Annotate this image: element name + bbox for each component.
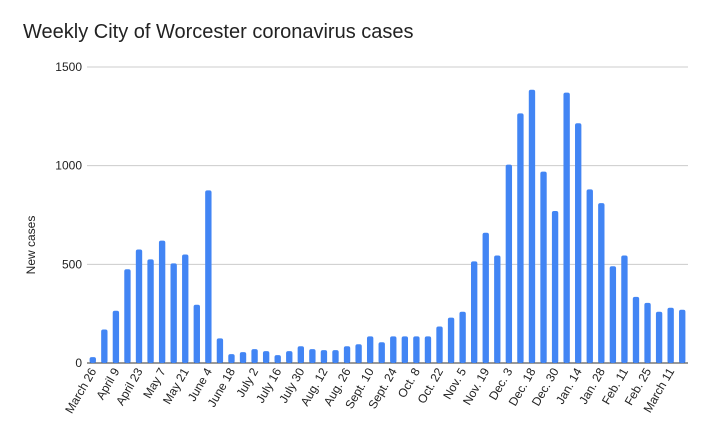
bar [205, 190, 212, 363]
chart-title: Weekly City of Worcester coronavirus cas… [23, 21, 414, 43]
bar [401, 336, 409, 363]
bar [216, 338, 224, 363]
bar [413, 336, 420, 363]
bar [135, 249, 143, 363]
bar [297, 346, 304, 363]
bar [343, 346, 351, 363]
y-tick-label: 0 [75, 356, 82, 370]
bar [101, 329, 108, 363]
gridlines [87, 66, 688, 364]
bar [424, 336, 432, 363]
bar [586, 189, 593, 363]
bar [679, 309, 686, 363]
bar [332, 350, 339, 363]
bar [193, 304, 200, 363]
bar [355, 344, 362, 363]
bar [644, 302, 651, 363]
bar [655, 311, 663, 363]
y-tick-label: 1000 [55, 159, 82, 173]
bar [158, 240, 166, 363]
bar [551, 211, 559, 363]
bar [563, 92, 570, 364]
bar [89, 357, 96, 363]
bar [447, 317, 455, 363]
bar [320, 350, 328, 363]
bar [366, 336, 374, 363]
bar [378, 342, 385, 363]
bar [482, 232, 489, 363]
x-tick-label: March 26 [62, 365, 99, 416]
bar [505, 164, 513, 363]
bar [436, 326, 443, 363]
y-axis-ticks: 0 500 1000 1500 [55, 60, 82, 370]
bar [632, 296, 640, 363]
bar [239, 352, 247, 363]
bar [251, 349, 258, 363]
bar [598, 203, 605, 363]
bar [667, 307, 674, 363]
bar [124, 269, 131, 363]
bar [517, 113, 524, 363]
y-tick-label: 1500 [55, 60, 82, 74]
bar [471, 261, 478, 363]
bar [609, 266, 617, 363]
bar [390, 336, 397, 363]
bar [228, 354, 235, 363]
y-axis-label: New cases [24, 216, 38, 275]
y-tick-label: 500 [62, 257, 82, 271]
bar [309, 349, 316, 363]
bar [528, 89, 536, 364]
bar [182, 254, 189, 363]
bar [147, 259, 154, 363]
bar [112, 310, 120, 363]
bar [540, 171, 547, 363]
bar [459, 311, 466, 363]
bar [286, 351, 293, 363]
bar [621, 255, 628, 363]
bars [89, 89, 686, 364]
bar [575, 123, 582, 364]
bar [274, 355, 281, 363]
bar [170, 263, 177, 363]
bar [262, 351, 270, 363]
bar [494, 255, 501, 363]
